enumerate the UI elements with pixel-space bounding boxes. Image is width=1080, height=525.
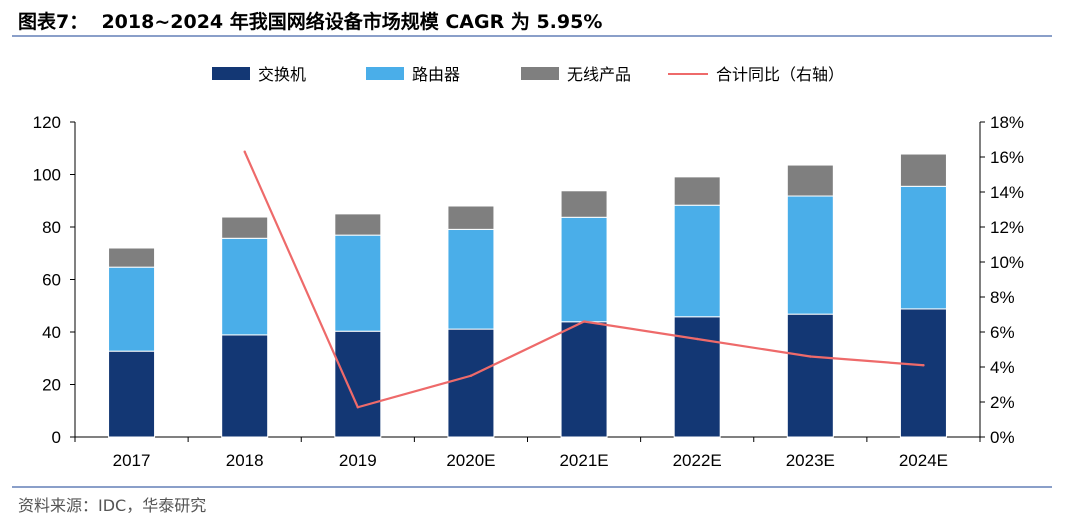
- x-tick-label: 2020E: [446, 451, 495, 470]
- bars: [108, 153, 947, 438]
- yoy-point: [809, 355, 812, 358]
- bar-wireless: [108, 247, 156, 268]
- bar-router: [673, 204, 721, 318]
- bar-switch: [221, 334, 269, 438]
- right-tick-label: 16%: [990, 148, 1024, 167]
- bar-wireless: [447, 205, 495, 230]
- bar-switch: [899, 308, 947, 438]
- right-tick-label: 14%: [990, 183, 1024, 202]
- right-tick-label: 2%: [990, 393, 1015, 412]
- right-tick-label: 0%: [990, 428, 1015, 447]
- x-tick-label: 2021E: [559, 451, 608, 470]
- legend-label-yoy: 合计同比（右轴）: [716, 65, 844, 84]
- left-tick-label: 80: [42, 218, 61, 237]
- bar-router: [560, 216, 608, 323]
- bar-router: [899, 185, 947, 310]
- yoy-point: [469, 374, 473, 377]
- bar-switch: [447, 328, 495, 438]
- bar-switch: [786, 313, 834, 438]
- x-tick-label: 2024E: [899, 451, 948, 470]
- yoy-point: [582, 320, 586, 323]
- left-tick-label: 20: [42, 376, 61, 395]
- left-tick-label: 120: [33, 113, 61, 132]
- legend-swatch-router: [366, 67, 404, 80]
- x-tick-label: 2018: [226, 451, 264, 470]
- bar-wireless: [560, 190, 608, 218]
- right-tick-label: 18%: [990, 113, 1024, 132]
- right-y-ticks: 0% 2% 4% 6% 8% 10% 12% 14% 16% 18%: [980, 113, 1024, 447]
- bar-wireless: [221, 216, 269, 239]
- left-tick-label: 100: [33, 166, 61, 185]
- legend-label-router: 路由器: [412, 65, 460, 84]
- left-y-ticks: 0 20 40 60 80 100 120: [33, 113, 75, 447]
- right-tick-label: 8%: [990, 288, 1015, 307]
- x-tick-label: 2022E: [673, 451, 722, 470]
- right-tick-label: 12%: [990, 218, 1024, 237]
- bottom-rule: [12, 486, 1052, 488]
- yoy-point: [695, 337, 699, 341]
- left-tick-label: 40: [42, 323, 61, 342]
- bar-router: [334, 234, 382, 332]
- bar-wireless: [673, 176, 721, 206]
- source-note: 资料来源：IDC，华泰研究: [18, 496, 207, 515]
- x-tick-label: 2023E: [786, 451, 835, 470]
- legend-label-wireless: 无线产品: [567, 65, 631, 84]
- x-tick-label: 2019: [339, 451, 377, 470]
- right-tick-label: 4%: [990, 358, 1015, 377]
- bar-wireless: [899, 153, 947, 187]
- yoy-point: [243, 150, 246, 153]
- legend-swatch-wireless: [521, 67, 559, 80]
- bar-switch: [560, 321, 608, 438]
- bar-switch: [108, 350, 156, 438]
- top-rule: [12, 35, 1052, 37]
- bar-router: [221, 237, 269, 336]
- bar-switch: [334, 330, 382, 438]
- bar-wireless: [334, 213, 382, 236]
- yoy-point: [922, 364, 925, 367]
- x-ticks: 2017 2018 2019 2020E 2021E 2022E 2023E 2024E: [74, 437, 981, 470]
- chart-title: 图表7： 2018~2024 年我国网络设备市场规模 CAGR 为 5.95%: [18, 11, 603, 33]
- legend-swatch-switch: [212, 67, 250, 80]
- bar-router: [447, 228, 495, 330]
- legend: 交换机 路由器 无线产品 合计同比（右轴）: [212, 65, 844, 84]
- legend-label-switch: 交换机: [258, 65, 306, 84]
- bar-switch: [673, 316, 721, 438]
- x-tick-label: 2017: [113, 451, 151, 470]
- bar-router: [786, 195, 834, 315]
- right-tick-label: 6%: [990, 323, 1015, 342]
- bar-wireless: [786, 164, 834, 197]
- right-tick-label: 10%: [990, 253, 1024, 272]
- yoy-point: [356, 406, 360, 409]
- left-tick-label: 60: [42, 271, 61, 290]
- left-tick-label: 0: [52, 428, 61, 447]
- bar-router: [108, 266, 156, 352]
- yoy-line-layer: [243, 150, 925, 409]
